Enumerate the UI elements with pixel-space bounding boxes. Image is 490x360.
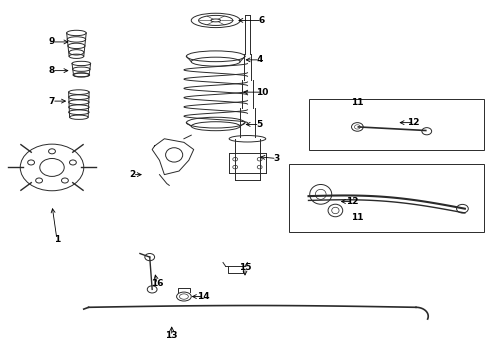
Text: 14: 14	[197, 292, 210, 301]
Text: 2: 2	[129, 170, 136, 179]
Text: 6: 6	[259, 16, 265, 25]
Text: 12: 12	[407, 118, 420, 127]
Text: 9: 9	[49, 37, 55, 46]
Text: 12: 12	[346, 197, 359, 206]
Text: 11: 11	[351, 213, 364, 222]
Text: 13: 13	[166, 332, 178, 341]
Text: 5: 5	[257, 120, 263, 129]
Text: 4: 4	[256, 55, 263, 64]
Text: 10: 10	[256, 87, 269, 96]
Bar	[309, 99, 485, 149]
Bar	[289, 164, 485, 232]
Text: 7: 7	[49, 96, 55, 105]
Text: 16: 16	[151, 279, 163, 288]
Text: 8: 8	[49, 66, 55, 75]
Text: 1: 1	[54, 235, 60, 244]
Text: 15: 15	[239, 264, 251, 273]
Text: 11: 11	[351, 98, 364, 107]
Text: 3: 3	[273, 154, 280, 163]
